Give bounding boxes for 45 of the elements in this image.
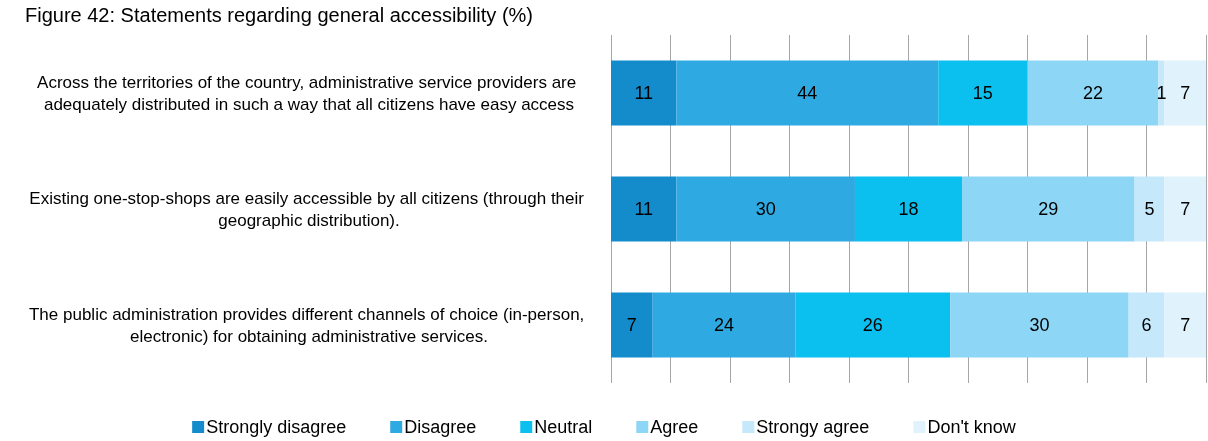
data-label: 29 xyxy=(1038,199,1059,219)
bar xyxy=(1164,292,1206,358)
bar xyxy=(795,292,951,358)
data-label: 1 xyxy=(1156,83,1167,103)
bar xyxy=(676,176,855,242)
data-label: 7 xyxy=(1180,315,1191,335)
legend-label: Don't know xyxy=(927,417,1017,437)
data-label: 5 xyxy=(1144,199,1155,219)
bar xyxy=(611,176,677,242)
bar xyxy=(611,292,653,358)
data-label: 22 xyxy=(1082,83,1103,103)
bar xyxy=(1164,60,1206,126)
legend-label: Agree xyxy=(650,417,699,437)
bar xyxy=(1128,292,1165,358)
bar xyxy=(652,292,796,358)
bar xyxy=(611,60,677,126)
data-label: 15 xyxy=(972,83,993,103)
bar xyxy=(1164,176,1206,242)
text: Figure 42: Statements regarding general accessibility (%) xyxy=(25,4,534,26)
data-label: 30 xyxy=(755,199,776,219)
y-tick-label: Existing one-stop-shops are easily accessible by all citizens (through their geographic distribution). xyxy=(29,188,589,230)
bar xyxy=(962,176,1135,242)
legend-label: Strongly disagree xyxy=(206,417,347,437)
legend-label: Neutral xyxy=(534,417,593,437)
bar xyxy=(676,60,939,126)
data-label: 44 xyxy=(797,83,818,103)
y-tick-label: The public administration provides different channels of choice (in-person, electronic) for obtaining administrative services. xyxy=(28,304,590,346)
data-label: 6 xyxy=(1141,315,1152,335)
data-label: 18 xyxy=(898,199,919,219)
legend-label: Strongy agree xyxy=(756,417,870,437)
data-label: 7 xyxy=(1180,83,1191,103)
bar xyxy=(950,292,1129,358)
data-label: 11 xyxy=(634,83,654,103)
bar xyxy=(938,60,1028,126)
bar xyxy=(854,176,963,242)
data-label: 7 xyxy=(626,315,637,335)
data-label: 11 xyxy=(634,199,654,219)
data-label: 26 xyxy=(862,315,883,335)
bar xyxy=(1134,176,1165,242)
data-label: 7 xyxy=(1180,199,1191,219)
y-tick-label: Across the territories of the country, administrative service providers are adequately distributed in such a way that all citizens have easy access xyxy=(37,72,581,114)
data-label: 24 xyxy=(714,315,735,335)
bar xyxy=(1027,60,1159,126)
data-label: 30 xyxy=(1029,315,1050,335)
legend-label: Disagree xyxy=(404,417,477,437)
